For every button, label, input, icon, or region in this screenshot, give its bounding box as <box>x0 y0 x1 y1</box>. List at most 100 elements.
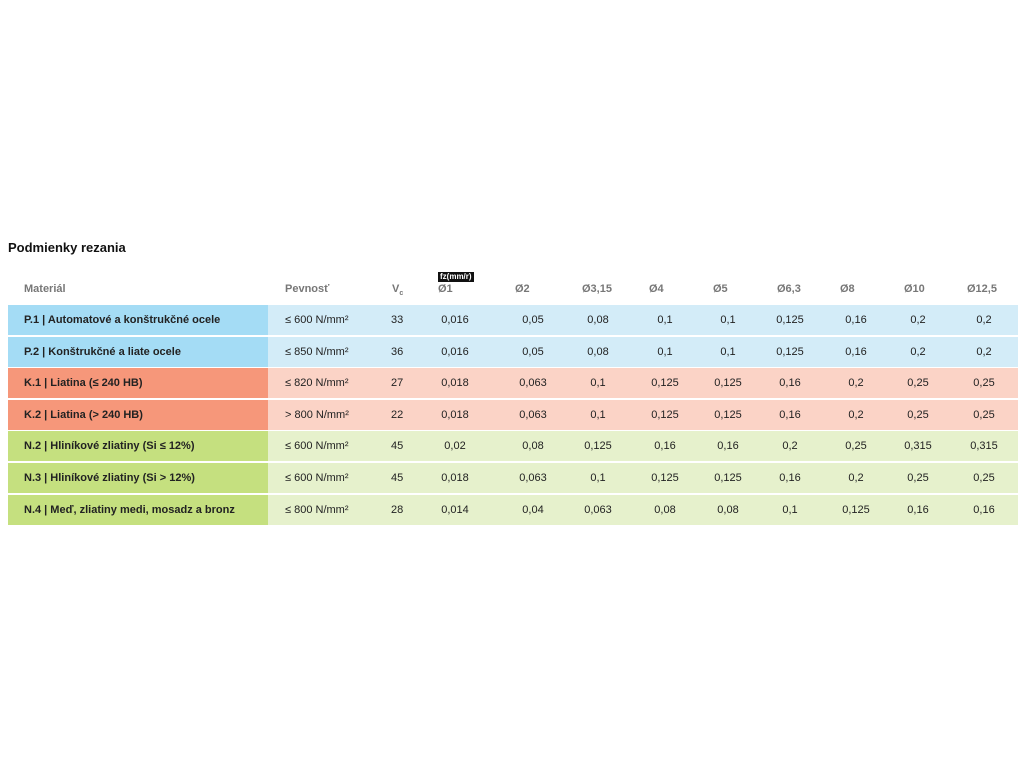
header-diameter: Ø3,15 <box>582 283 612 295</box>
fz-label: fz(mm/r) <box>438 272 474 282</box>
values-area <box>268 463 1018 493</box>
fz-cell: 0,125 <box>776 345 804 358</box>
fz-cell: 0,2 <box>848 472 864 484</box>
fz-cell: 0,315 <box>904 440 932 453</box>
fz-cell: 0,25 <box>973 408 995 421</box>
fz-cell: 0,16 <box>907 503 929 516</box>
values-area <box>268 305 1018 335</box>
fz-cell: 0,1 <box>657 345 673 358</box>
fz-cell: 0,08 <box>587 345 609 358</box>
fz-cell: 0,2 <box>848 377 864 390</box>
strength-cell: > 800 N/mm² <box>285 408 349 421</box>
fz-cell: 0,125 <box>651 408 679 421</box>
header-vc: Vc <box>392 283 403 297</box>
fz-cell: 0,02 <box>444 440 466 453</box>
fz-cell: 0,125 <box>842 503 870 516</box>
material-cell: N.4 | Meď, zliatiny medi, mosadz a bronz <box>8 494 268 525</box>
strength-cell: ≤ 800 N/mm² <box>285 503 349 516</box>
fz-cell: 0,315 <box>970 440 998 453</box>
fz-cell: 0,25 <box>973 472 995 484</box>
vc-cell: 33 <box>391 314 404 326</box>
strength-cell: ≤ 600 N/mm² <box>285 440 349 453</box>
fz-cell: 0,2 <box>976 314 992 326</box>
table-row: N.3 | Hliníkové zliatiny (Si > 12%) ≤ 60… <box>8 463 1018 493</box>
fz-cell: 0,1 <box>590 377 606 390</box>
fz-cell: 0,16 <box>845 314 867 326</box>
strength-cell: ≤ 600 N/mm² <box>285 472 349 484</box>
header-diameter: Ø5 <box>713 283 728 295</box>
fz-cell: 0,125 <box>651 472 679 484</box>
fz-cell: 0,018 <box>441 472 469 484</box>
fz-cell: 0,125 <box>714 408 742 421</box>
fz-cell: 0,16 <box>717 440 739 453</box>
table-row: K.1 | Liatina (≤ 240 HB) ≤ 820 N/mm² 27 0… <box>8 368 1018 399</box>
fz-cell: 0,125 <box>714 377 742 390</box>
fz-cell: 0,16 <box>779 408 801 421</box>
vc-cell: 45 <box>391 440 404 453</box>
fz-cell: 0,08 <box>654 503 676 516</box>
fz-cell: 0,063 <box>519 408 547 421</box>
vc-cell: 27 <box>391 377 404 390</box>
fz-cell: 0,1 <box>720 345 736 358</box>
material-cell: P.2 | Konštrukčné a liate ocele <box>8 336 268 367</box>
header-diameter: Ø8 <box>840 283 855 295</box>
table-row: K.2 | Liatina (> 240 HB) > 800 N/mm² 22 0… <box>8 399 1018 430</box>
page-title: Podmienky rezania <box>8 240 126 255</box>
fz-cell: 0,063 <box>584 503 612 516</box>
header-material: Materiál <box>24 283 66 295</box>
fz-cell: 0,1 <box>720 314 736 326</box>
strength-cell: ≤ 600 N/mm² <box>285 314 349 326</box>
vc-cell: 22 <box>391 408 404 421</box>
header-diameter: Ø10 <box>904 283 925 295</box>
header-strength: Pevnosť <box>285 283 330 295</box>
strength-cell: ≤ 820 N/mm² <box>285 377 349 390</box>
fz-cell: 0,018 <box>441 408 469 421</box>
fz-cell: 0,16 <box>654 440 676 453</box>
header-diameter: Ø6,3 <box>777 283 801 295</box>
fz-cell: 0,063 <box>519 377 547 390</box>
fz-cell: 0,25 <box>907 377 929 390</box>
fz-cell: 0,125 <box>714 472 742 484</box>
fz-cell: 0,125 <box>776 314 804 326</box>
fz-cell: 0,014 <box>441 503 469 516</box>
material-cell: P.1 | Automatové a konštrukčné ocele <box>8 305 268 335</box>
header-vc-sub: c <box>399 290 404 298</box>
values-area <box>268 494 1018 525</box>
fz-cell: 0,2 <box>910 345 926 358</box>
values-area <box>268 431 1018 462</box>
strength-cell: ≤ 850 N/mm² <box>285 345 349 358</box>
fz-cell: 0,1 <box>657 314 673 326</box>
values-area <box>268 336 1018 367</box>
fz-cell: 0,125 <box>584 440 612 453</box>
header-diameter: Ø4 <box>649 283 664 295</box>
material-cell: K.1 | Liatina (≤ 240 HB) <box>8 368 268 399</box>
header-vc-label: V <box>392 283 400 295</box>
material-cell: N.3 | Hliníkové zliatiny (Si > 12%) <box>8 463 268 493</box>
table-row: P.2 | Konštrukčné a liate ocele ≤ 850 N/… <box>8 336 1018 367</box>
fz-cell: 0,16 <box>845 345 867 358</box>
vc-cell: 28 <box>391 503 404 516</box>
table-row: N.2 | Hliníkové zliatiny (Si ≤ 12%) ≤ 60… <box>8 431 1018 462</box>
fz-cell: 0,25 <box>845 440 867 453</box>
table-row: N.4 | Meď, zliatiny medi, mosadz a bronz… <box>8 494 1018 525</box>
fz-cell: 0,2 <box>976 345 992 358</box>
vc-cell: 36 <box>391 345 404 358</box>
fz-cell: 0,25 <box>907 408 929 421</box>
header-diameter: Ø2 <box>515 283 530 295</box>
fz-cell: 0,1 <box>782 503 798 516</box>
fz-cell: 0,16 <box>779 472 801 484</box>
header-diameter: Ø1 <box>438 283 453 295</box>
vc-cell: 45 <box>391 472 404 484</box>
fz-cell: 0,018 <box>441 377 469 390</box>
fz-cell: 0,16 <box>779 377 801 390</box>
fz-cell: 0,016 <box>441 345 469 358</box>
fz-cell: 0,25 <box>907 472 929 484</box>
fz-cell: 0,016 <box>441 314 469 326</box>
fz-cell: 0,08 <box>717 503 739 516</box>
fz-cell: 0,1 <box>590 472 606 484</box>
fz-cell: 0,25 <box>973 377 995 390</box>
material-cell: K.2 | Liatina (> 240 HB) <box>8 399 268 430</box>
values-area <box>268 399 1018 430</box>
fz-cell: 0,2 <box>782 440 798 453</box>
fz-cell: 0,2 <box>848 408 864 421</box>
